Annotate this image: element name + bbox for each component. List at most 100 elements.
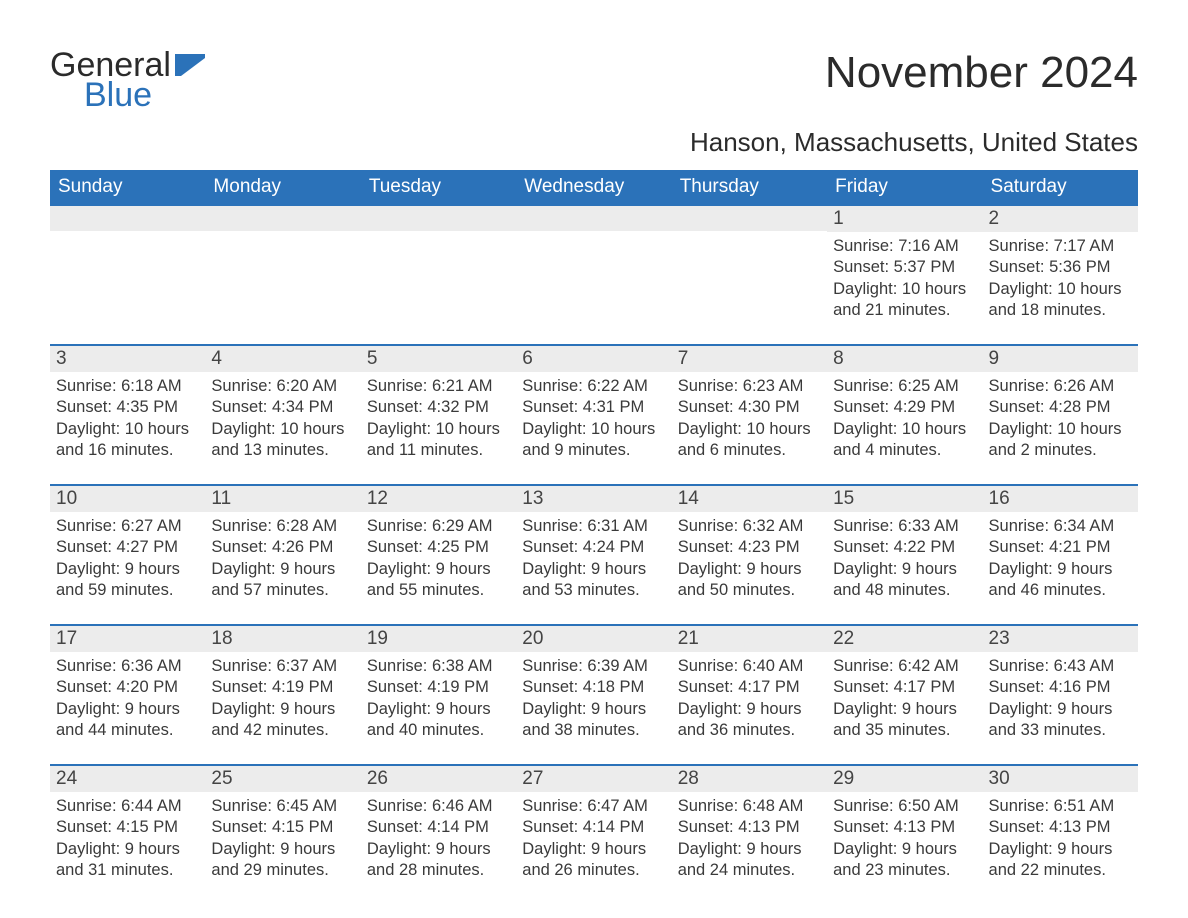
day-details: Sunrise: 6:26 AMSunset: 4:28 PMDaylight:… xyxy=(983,372,1138,466)
day-number: 14 xyxy=(672,484,827,512)
day-cell: 29Sunrise: 6:50 AMSunset: 4:13 PMDayligh… xyxy=(827,764,982,904)
day-number: 1 xyxy=(827,204,982,232)
day-cell: 23Sunrise: 6:43 AMSunset: 4:16 PMDayligh… xyxy=(983,624,1138,764)
day-number: 29 xyxy=(827,764,982,792)
sunrise-line: Sunrise: 6:48 AM xyxy=(678,796,821,817)
sunrise-line: Sunrise: 6:33 AM xyxy=(833,516,976,537)
day-cell: 16Sunrise: 6:34 AMSunset: 4:21 PMDayligh… xyxy=(983,484,1138,624)
daylight-line: Daylight: 9 hours and 23 minutes. xyxy=(833,839,976,881)
day-cell: 15 Sunrise: 6:33 AMSunset: 4:22 PMDayligh… xyxy=(827,484,982,624)
dow-header: Thursday xyxy=(672,170,827,204)
daylight-line: Daylight: 9 hours and 26 minutes. xyxy=(522,839,665,881)
page-header: General Blue November 2024 xyxy=(50,48,1138,113)
sunset-line: Sunset: 4:21 PM xyxy=(989,537,1132,558)
sunrise-line: Sunrise: 6:29 AM xyxy=(367,516,510,537)
sunrise-line: Sunrise: 6:22 AM xyxy=(522,376,665,397)
sunset-line: Sunset: 4:19 PM xyxy=(211,677,354,698)
day-cell: 24Sunrise: 6:44 AMSunset: 4:15 PMDayligh… xyxy=(50,764,205,904)
sunset-line: Sunset: 4:16 PM xyxy=(989,677,1132,698)
day-number: 11 xyxy=(205,484,360,512)
week-row: 3Sunrise: 6:18 AMSunset: 4:35 PMDaylight… xyxy=(50,344,1138,484)
day-number: 20 xyxy=(516,624,671,652)
sunset-line: Sunset: 4:14 PM xyxy=(367,817,510,838)
day-cell: 28Sunrise: 6:48 AMSunset: 4:13 PMDayligh… xyxy=(672,764,827,904)
daylight-line: Daylight: 9 hours and 53 minutes. xyxy=(522,559,665,601)
daylight-line: Daylight: 9 hours and 50 minutes. xyxy=(678,559,821,601)
day-cell xyxy=(672,204,827,344)
day-details: Sunrise: 6:42 AMSunset: 4:17 PMDaylight:… xyxy=(827,652,982,746)
daylight-line: Daylight: 10 hours and 11 minutes. xyxy=(367,419,510,461)
day-number: 15 xyxy=(827,484,982,512)
day-details: Sunrise: 6:50 AMSunset: 4:13 PMDaylight:… xyxy=(827,792,982,886)
sunset-line: Sunset: 5:36 PM xyxy=(989,257,1132,278)
daylight-line: Daylight: 9 hours and 42 minutes. xyxy=(211,699,354,741)
day-number: 18 xyxy=(205,624,360,652)
day-cell: 22Sunrise: 6:42 AMSunset: 4:17 PMDayligh… xyxy=(827,624,982,764)
sunrise-line: Sunrise: 6:38 AM xyxy=(367,656,510,677)
day-number: 6 xyxy=(516,344,671,372)
day-details: Sunrise: 6:43 AMSunset: 4:16 PMDaylight:… xyxy=(983,652,1138,746)
day-cell: 20Sunrise: 6:39 AMSunset: 4:18 PMDayligh… xyxy=(516,624,671,764)
day-number: 7 xyxy=(672,344,827,372)
day-cell: 11Sunrise: 6:28 AMSunset: 4:26 PMDayligh… xyxy=(205,484,360,624)
empty-day-bar xyxy=(361,204,516,231)
title-block: November 2024 xyxy=(825,48,1138,98)
day-cell: 30Sunrise: 6:51 AMSunset: 4:13 PMDayligh… xyxy=(983,764,1138,904)
sunset-line: Sunset: 4:29 PM xyxy=(833,397,976,418)
sunset-line: Sunset: 4:30 PM xyxy=(678,397,821,418)
day-number: 9 xyxy=(983,344,1138,372)
day-details: Sunrise: 7:17 AMSunset: 5:36 PMDaylight:… xyxy=(983,232,1138,326)
day-cell: 6Sunrise: 6:22 AMSunset: 4:31 PMDaylight… xyxy=(516,344,671,484)
daylight-line: Daylight: 9 hours and 24 minutes. xyxy=(678,839,821,881)
day-details: Sunrise: 6:48 AMSunset: 4:13 PMDaylight:… xyxy=(672,792,827,886)
empty-day-bar xyxy=(205,204,360,231)
day-number: 30 xyxy=(983,764,1138,792)
day-number: 10 xyxy=(50,484,205,512)
daylight-line: Daylight: 9 hours and 48 minutes. xyxy=(833,559,976,601)
sunset-line: Sunset: 4:35 PM xyxy=(56,397,199,418)
daylight-line: Daylight: 10 hours and 2 minutes. xyxy=(989,419,1132,461)
empty-day-bar xyxy=(672,204,827,231)
daylight-line: Daylight: 9 hours and 38 minutes. xyxy=(522,699,665,741)
sunrise-line: Sunrise: 6:26 AM xyxy=(989,376,1132,397)
day-number: 8 xyxy=(827,344,982,372)
dow-header: Sunday xyxy=(50,170,205,204)
day-number: 19 xyxy=(361,624,516,652)
daylight-line: Daylight: 9 hours and 55 minutes. xyxy=(367,559,510,601)
day-of-week-row: SundayMondayTuesdayWednesdayThursdayFrid… xyxy=(50,170,1138,204)
sunrise-line: Sunrise: 6:34 AM xyxy=(989,516,1132,537)
daylight-line: Daylight: 9 hours and 46 minutes. xyxy=(989,559,1132,601)
day-details: Sunrise: 6:37 AMSunset: 4:19 PMDaylight:… xyxy=(205,652,360,746)
day-details: Sunrise: 7:16 AMSunset: 5:37 PMDaylight:… xyxy=(827,232,982,326)
day-number: 24 xyxy=(50,764,205,792)
sunset-line: Sunset: 4:32 PM xyxy=(367,397,510,418)
daylight-line: Daylight: 9 hours and 44 minutes. xyxy=(56,699,199,741)
sunset-line: Sunset: 4:22 PM xyxy=(833,537,976,558)
sunrise-line: Sunrise: 6:37 AM xyxy=(211,656,354,677)
daylight-line: Daylight: 10 hours and 4 minutes. xyxy=(833,419,976,461)
sunrise-line: Sunrise: 6:50 AM xyxy=(833,796,976,817)
flag-icon xyxy=(175,54,205,76)
day-number: 17 xyxy=(50,624,205,652)
day-details: Sunrise: 6:31 AMSunset: 4:24 PMDaylight:… xyxy=(516,512,671,606)
calendar-body: 1Sunrise: 7:16 AMSunset: 5:37 PMDaylight… xyxy=(50,204,1138,904)
day-cell: 21Sunrise: 6:40 AMSunset: 4:17 PMDayligh… xyxy=(672,624,827,764)
sunset-line: Sunset: 4:24 PM xyxy=(522,537,665,558)
daylight-line: Daylight: 10 hours and 18 minutes. xyxy=(989,279,1132,321)
sunrise-line: Sunrise: 6:23 AM xyxy=(678,376,821,397)
dow-header: Monday xyxy=(205,170,360,204)
day-details: Sunrise: 6:32 AMSunset: 4:23 PMDaylight:… xyxy=(672,512,827,606)
day-details: Sunrise: 6:23 AMSunset: 4:30 PMDaylight:… xyxy=(672,372,827,466)
day-number: 12 xyxy=(361,484,516,512)
day-number: 2 xyxy=(983,204,1138,232)
day-cell: 19Sunrise: 6:38 AMSunset: 4:19 PMDayligh… xyxy=(361,624,516,764)
sunset-line: Sunset: 4:13 PM xyxy=(833,817,976,838)
sunrise-line: Sunrise: 6:44 AM xyxy=(56,796,199,817)
daylight-line: Daylight: 10 hours and 13 minutes. xyxy=(211,419,354,461)
daylight-line: Daylight: 10 hours and 21 minutes. xyxy=(833,279,976,321)
daylight-line: Daylight: 9 hours and 35 minutes. xyxy=(833,699,976,741)
day-number: 3 xyxy=(50,344,205,372)
day-cell xyxy=(50,204,205,344)
sunrise-line: Sunrise: 6:42 AM xyxy=(833,656,976,677)
day-details: Sunrise: 6:44 AMSunset: 4:15 PMDaylight:… xyxy=(50,792,205,886)
